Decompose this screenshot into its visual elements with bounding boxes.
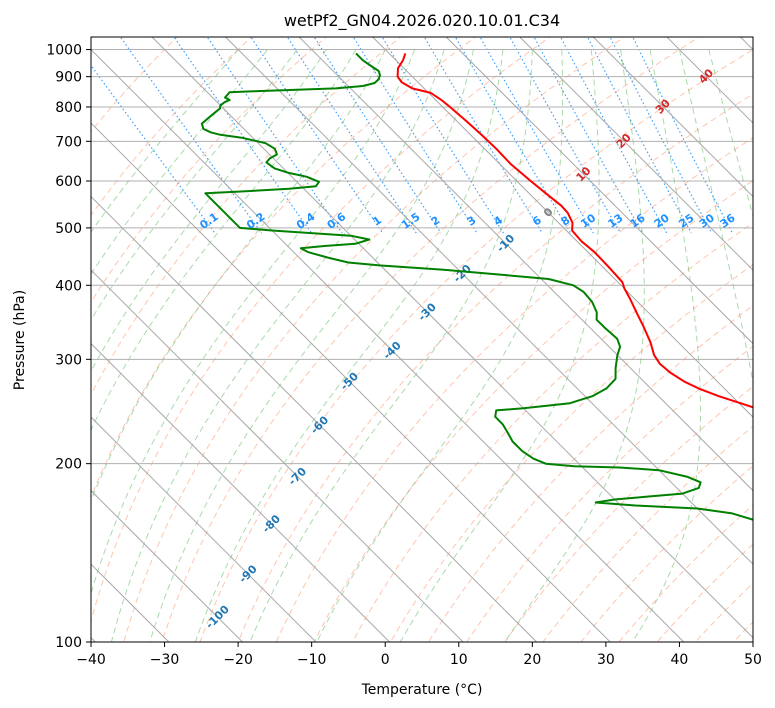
mixing-ratio-line: [173, 37, 312, 234]
plot-background: [91, 37, 753, 642]
dry-adiabat-line: [313, 180, 753, 642]
isotherm-line: [445, 37, 753, 345]
chart-title: wetPf2_GN04.2026.020.10.01.C34: [284, 11, 560, 31]
isotherms: [91, 37, 753, 642]
plot-frame: [90, 36, 754, 643]
mixing-ratio-line: [454, 37, 572, 234]
mixing-ratio-line: [509, 37, 622, 234]
isotherm-line: [91, 416, 317, 642]
dry-adiabat-line: [759, 35, 775, 656]
moist-adiabat-line: [91, 49, 386, 503]
isotherm-line: [519, 37, 753, 271]
moist-adiabat-line: [91, 49, 327, 373]
moist-adiabat-line: [194, 49, 504, 642]
dry-adiabat-line: [351, 222, 753, 642]
moist-adiabat-line: [91, 49, 239, 233]
x-tick-label: −10: [297, 652, 327, 668]
x-axis-label: Temperature (°C): [361, 682, 483, 698]
moist-adiabat-line: [149, 49, 474, 642]
y-tick-label: 900: [55, 70, 82, 86]
mixing-ratio-line: [586, 37, 692, 234]
moist-adiabat-line: [631, 49, 701, 642]
x-tick-label: −20: [223, 652, 253, 668]
isotherm-line: [298, 37, 753, 492]
y-tick-label: 500: [55, 221, 82, 237]
dry-adiabat-line: [91, 37, 477, 499]
mixing-ratio-line: [313, 37, 442, 234]
x-tick-label: 20: [523, 652, 541, 668]
moist-adiabat-line: [316, 49, 564, 642]
mixing-ratio-line: [250, 37, 384, 234]
y-axis-label: Pressure (hPa): [12, 290, 28, 390]
x-tick-label: −40: [76, 652, 106, 668]
isotherm-line: [91, 269, 464, 642]
moist-adiabat-line: [399, 49, 600, 642]
moist-adiabat-line: [91, 49, 416, 596]
y-tick-label: 800: [55, 100, 82, 116]
dry-adiabat-line: [91, 37, 402, 396]
x-tick-label: 40: [671, 652, 689, 668]
isotherm-line: [592, 37, 753, 198]
y-tick-label: 1000: [46, 43, 82, 59]
isotherm-line: [371, 37, 753, 418]
x-tick-label: −30: [150, 652, 180, 668]
y-tick-label: 700: [55, 134, 82, 150]
y-tick-label: 100: [55, 635, 82, 651]
pressure-gridlines: [91, 49, 753, 642]
dry-adiabat-line: [275, 137, 753, 642]
dewpoint-profile-line: [200, 52, 753, 521]
temperature-profile-line: [396, 53, 753, 409]
y-tick-label: 400: [55, 278, 82, 294]
profile-series: [200, 52, 753, 521]
mixing-ratio-line: [286, 37, 417, 234]
y-tick-label: 300: [55, 352, 82, 368]
moist-adiabat-line: [708, 49, 753, 218]
dry-adiabat-line: [237, 93, 753, 642]
x-tick-label: 10: [450, 652, 468, 668]
y-axis-ticks: 100 200 300 400 500 600 700 800 900 1000: [46, 43, 91, 651]
x-tick-label: 30: [597, 652, 615, 668]
moist-adiabat-line: [91, 49, 357, 432]
moist-adiabat-line: [678, 49, 753, 386]
y-tick-label: 200: [55, 457, 82, 473]
x-tick-label: 50: [744, 652, 762, 668]
x-axis-ticks: −40 −30 −20 −10 0 10 20 30 40 50: [76, 642, 762, 668]
isotherm-line: [91, 342, 391, 642]
mixing-ratio-line: [381, 37, 505, 234]
moist-adiabat-line: [249, 49, 533, 642]
isotherm-line: [91, 489, 244, 642]
moist-adiabat-line: [504, 49, 645, 642]
isotherm-line: [91, 48, 685, 642]
isotherm-line: [91, 195, 538, 642]
y-tick-label: 600: [55, 174, 82, 190]
isotherm-line: [151, 37, 753, 639]
isotherm-line: [91, 122, 611, 642]
x-tick-label: 0: [381, 652, 390, 668]
isotherm-line: [224, 37, 753, 565]
mixing-ratio-line: [352, 37, 478, 234]
